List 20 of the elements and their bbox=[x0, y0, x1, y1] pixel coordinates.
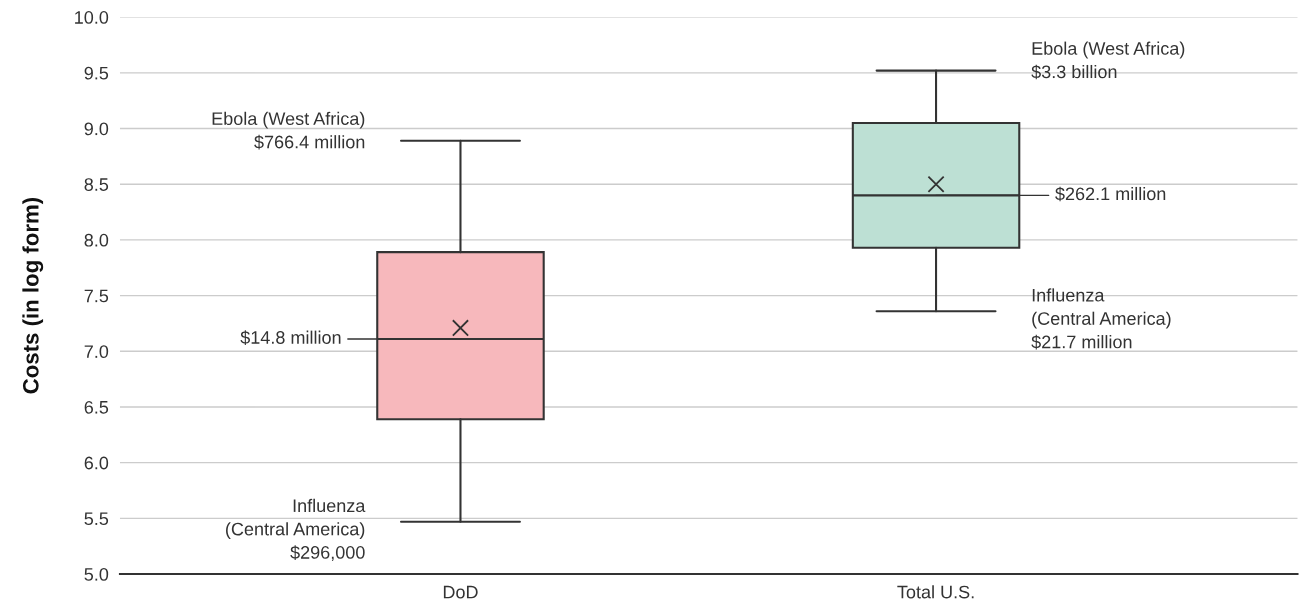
annotation: Ebola (West Africa) $3.3 billion bbox=[1031, 41, 1185, 80]
y-tick-label: 6.5 bbox=[84, 400, 109, 414]
y-tick-label: 6.0 bbox=[84, 456, 109, 470]
annotation: $262.1 million bbox=[1055, 186, 1166, 202]
y-tick-label: 9.5 bbox=[84, 66, 109, 80]
y-tick-label: 8.0 bbox=[84, 233, 109, 247]
annotation: Influenza (Central America) $21.7 million bbox=[1031, 288, 1171, 350]
y-tick-label: 5.0 bbox=[84, 567, 109, 581]
y-tick-label: 7.0 bbox=[84, 345, 109, 359]
y-tick-label: 10.0 bbox=[75, 11, 109, 24]
annotation: $14.8 million bbox=[240, 330, 341, 345]
annotation: Influenza (Central America) $296,000 bbox=[226, 498, 366, 561]
x-tick-label: Total U.S. bbox=[897, 585, 974, 599]
y-tick-label: 8.5 bbox=[84, 178, 109, 191]
x-tick-label: DoD bbox=[443, 585, 478, 599]
annotation: Ebola (West Africa) $766.4 million bbox=[212, 111, 365, 150]
y-tick-label: 9.0 bbox=[84, 122, 109, 136]
y-tick-label: 7.5 bbox=[84, 289, 109, 303]
y-tick-label: 5.5 bbox=[84, 512, 109, 526]
y-axis-title: Costs (in log form) bbox=[22, 197, 44, 394]
